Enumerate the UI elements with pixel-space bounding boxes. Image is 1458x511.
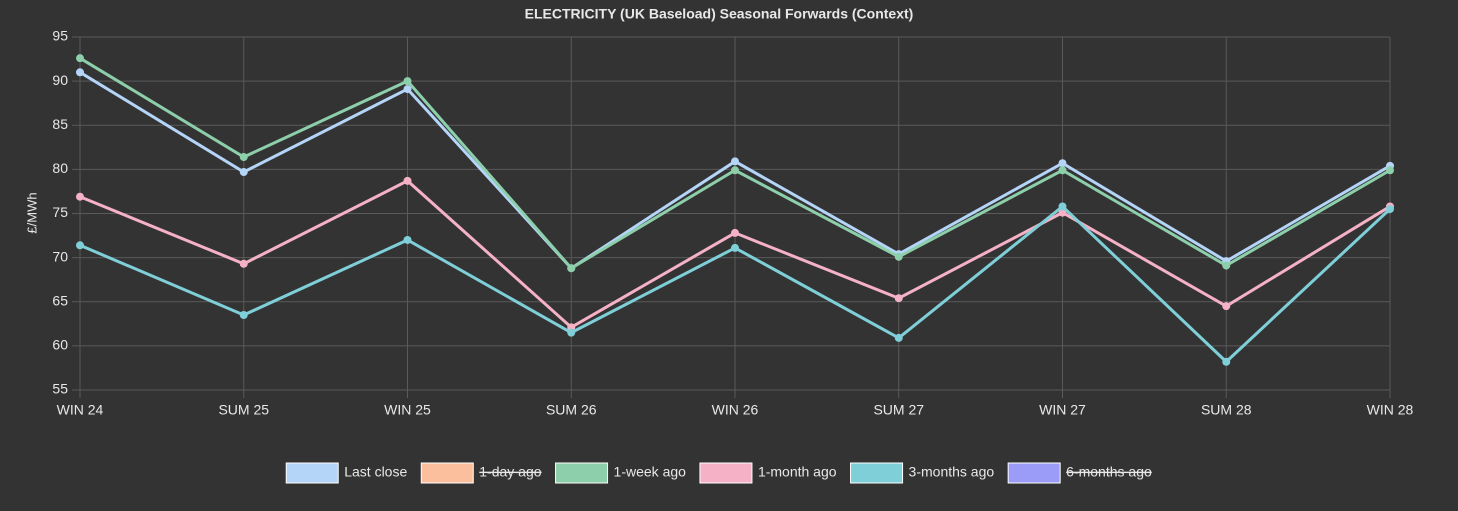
data-point (567, 264, 576, 273)
y-tick-label: 80 (52, 160, 68, 176)
legend-swatch (699, 462, 753, 484)
data-point (731, 157, 739, 166)
legend: Last close 1-day ago 1-week ago 1-month ago… (285, 462, 1152, 484)
chart-title: ELECTRICITY (UK Baseload) Seasonal Forwa… (525, 6, 914, 22)
data-point (894, 333, 903, 342)
legend-swatch (555, 462, 609, 484)
data-point (894, 252, 903, 261)
legend-label: Last close (344, 464, 407, 480)
y-tick-label: 90 (52, 72, 68, 88)
legend-item[interactable]: 6-months ago (1007, 462, 1152, 484)
data-point (403, 77, 412, 86)
data-point (1386, 166, 1394, 175)
x-tick-label: WIN 24 (57, 402, 104, 418)
data-point (1222, 302, 1231, 311)
data-point (239, 259, 248, 268)
data-point (894, 294, 903, 303)
data-point (403, 85, 412, 94)
data-point (1222, 261, 1231, 270)
data-point (239, 310, 248, 319)
data-point (1222, 357, 1231, 366)
x-tick-label: SUM 27 (873, 402, 924, 418)
data-point (731, 243, 739, 252)
data-point (567, 328, 576, 337)
legend-item[interactable]: 1-week ago (555, 462, 687, 484)
legend-label: 3-months ago (909, 464, 995, 480)
x-tick-label: WIN 28 (1367, 402, 1414, 418)
data-point (1058, 159, 1067, 168)
data-point (239, 153, 248, 162)
data-point (731, 166, 739, 175)
legend-label: 1-day ago (479, 464, 541, 480)
data-point (403, 176, 412, 185)
legend-swatch (285, 462, 339, 484)
x-tick-label: SUM 26 (546, 402, 597, 418)
x-tick-label: WIN 25 (384, 402, 431, 418)
y-tick-label: 85 (52, 116, 68, 132)
legend-swatch (420, 462, 474, 484)
data-point (731, 228, 739, 237)
legend-swatch (1007, 462, 1061, 484)
x-tick-label: SUM 28 (1201, 402, 1252, 418)
y-tick-label: 60 (52, 337, 68, 353)
data-point (1058, 166, 1067, 175)
legend-item[interactable]: 1-month ago (699, 462, 837, 484)
y-tick-label: 65 (52, 292, 68, 308)
data-point (239, 168, 248, 177)
y-tick-label: 70 (52, 248, 68, 264)
legend-item[interactable]: 1-day ago (420, 462, 542, 484)
data-point (76, 54, 84, 63)
legend-item[interactable]: 3-months ago (850, 462, 995, 484)
legend-label: 1-month ago (758, 464, 837, 480)
data-point (1058, 202, 1067, 211)
data-point (1386, 205, 1394, 214)
data-point (76, 241, 84, 250)
data-point (1058, 208, 1067, 217)
legend-label: 6-months ago (1066, 464, 1152, 480)
y-tick-label: 55 (52, 381, 68, 397)
x-tick-label: SUM 25 (218, 402, 269, 418)
y-tick-label: 95 (52, 28, 68, 44)
data-point (76, 68, 84, 77)
data-point (76, 192, 84, 201)
data-point (403, 235, 412, 244)
legend-label: 1-week ago (614, 464, 687, 480)
y-tick-label: 75 (52, 204, 68, 220)
x-tick-label: WIN 27 (1039, 402, 1086, 418)
legend-item[interactable]: Last close (285, 462, 407, 484)
legend-swatch (850, 462, 904, 484)
y-axis-label: £/MWh (24, 192, 39, 233)
x-tick-label: WIN 26 (712, 402, 759, 418)
